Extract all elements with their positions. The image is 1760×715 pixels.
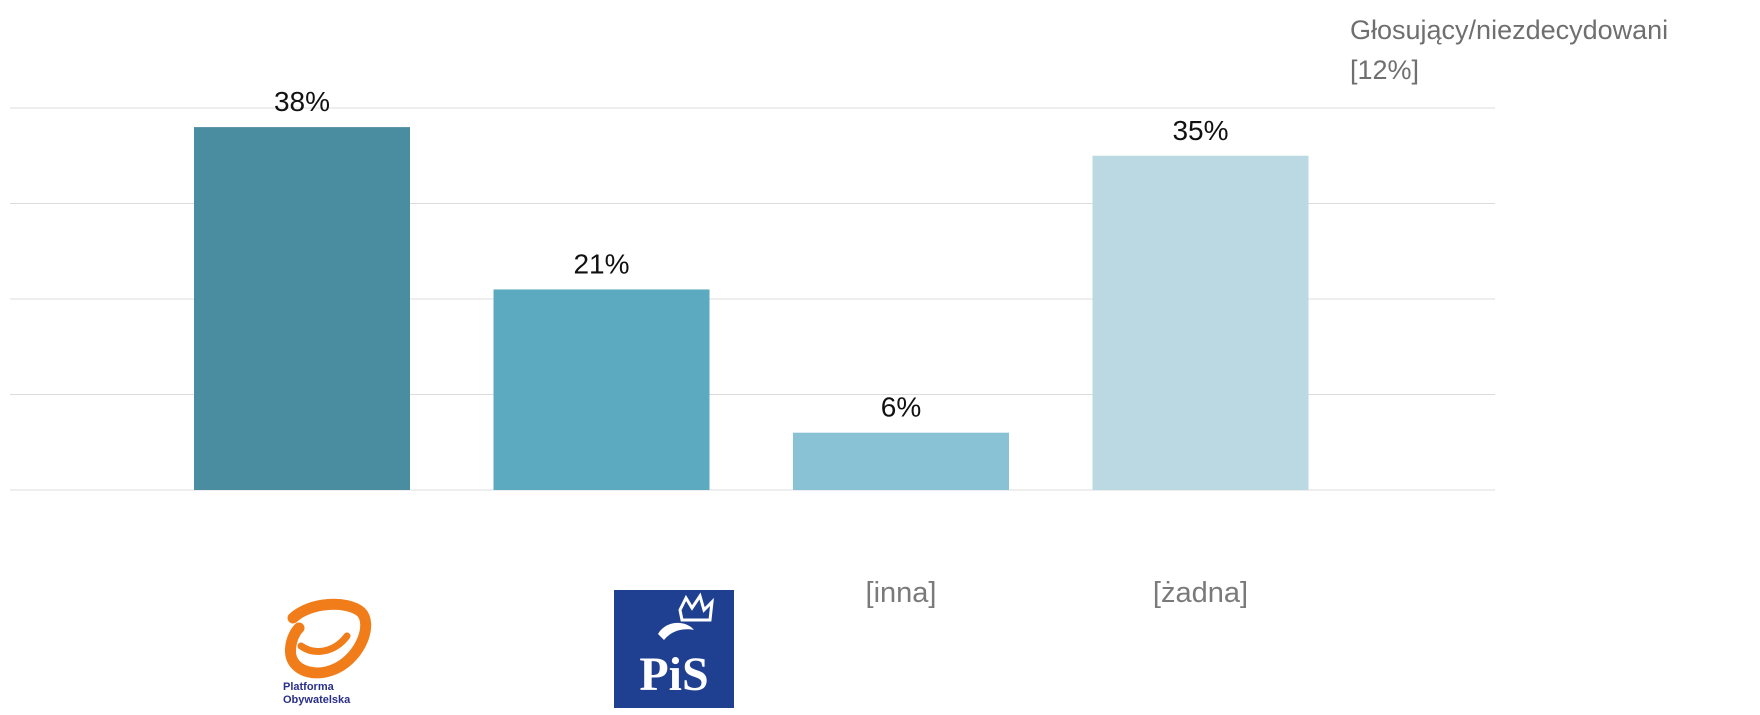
bars — [194, 127, 1309, 490]
data-label-3: 35% — [1172, 115, 1228, 146]
po-logo-inner — [297, 632, 351, 655]
platforma-obywatelska-logo: Platforma Obywatelska — [283, 598, 372, 706]
pis-logo-eagle — [658, 622, 694, 640]
pis-logo: PiS — [614, 590, 734, 708]
bar-0 — [194, 127, 410, 490]
category-label-2: [inna] — [866, 577, 937, 609]
category-label-3: [żadna] — [1153, 577, 1248, 609]
data-label-0: 38% — [274, 86, 330, 117]
bar-2 — [793, 432, 1009, 490]
category-labels: [inna] [żadna] — [866, 577, 1249, 609]
chart-subtitle: Głosujący/niezdecydowani [12%] — [1350, 10, 1668, 90]
subtitle-line-1: Głosujący/niezdecydowani — [1350, 15, 1669, 45]
pis-logo-text: PiS — [639, 648, 708, 701]
pis-logo-background — [614, 590, 734, 708]
pis-logo-crown — [678, 592, 714, 622]
bar-1 — [493, 289, 710, 490]
data-label-2: 6% — [881, 392, 921, 423]
subtitle-line-2: [12%] — [1350, 55, 1420, 85]
po-logo-text-2: Obywatelska — [283, 694, 351, 706]
data-label-1: 21% — [573, 248, 629, 279]
value-labels: 38% 21% 6% 35% — [274, 86, 1229, 423]
bar-3 — [1092, 155, 1309, 490]
po-logo-text-1: Platforma — [283, 681, 335, 693]
po-logo-swoosh — [285, 598, 372, 679]
